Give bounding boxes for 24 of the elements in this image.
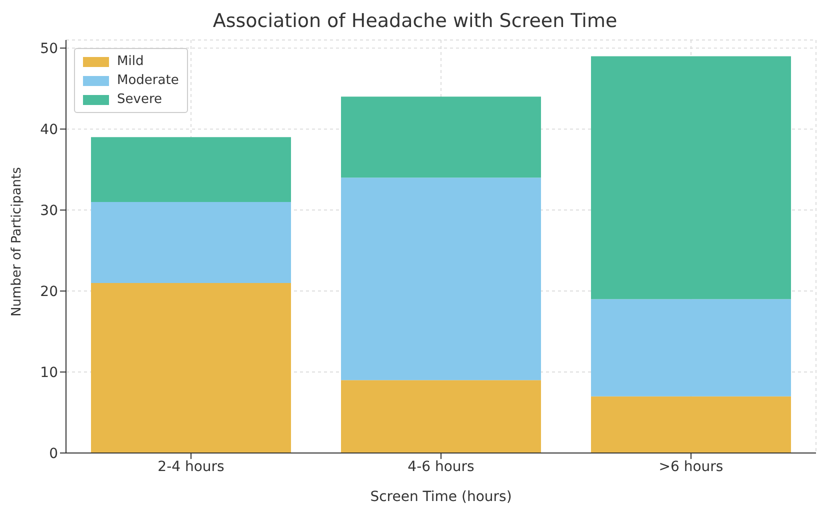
legend-label: Severe [117,92,162,107]
x-tick-label: 2-4 hours [158,458,224,475]
bar [91,202,291,283]
legend-label: Moderate [117,73,179,88]
y-tick-label: 50 [40,41,58,58]
bar [341,380,541,453]
y-tick-label: 20 [40,284,58,300]
x-tick-label: >6 hours [658,458,724,475]
x-tick-label: 4-6 hours [408,458,474,475]
legend-label: Mild [117,54,144,69]
bar [341,178,541,380]
y-tick-label: 30 [40,203,58,220]
y-tick-label: 10 [40,364,58,381]
bar [591,299,791,396]
x-axis-title: Screen Time (hours) [370,489,512,505]
y-axis-title: Number of Participants [10,166,25,316]
bar [591,396,791,453]
bar [91,137,291,202]
bar [91,282,291,453]
bar [591,56,791,300]
chart-title: Association of Headache with Screen Time [212,10,618,32]
bar [341,96,541,178]
y-tick-label: 0 [49,446,58,462]
y-tick-label: 40 [40,122,58,138]
